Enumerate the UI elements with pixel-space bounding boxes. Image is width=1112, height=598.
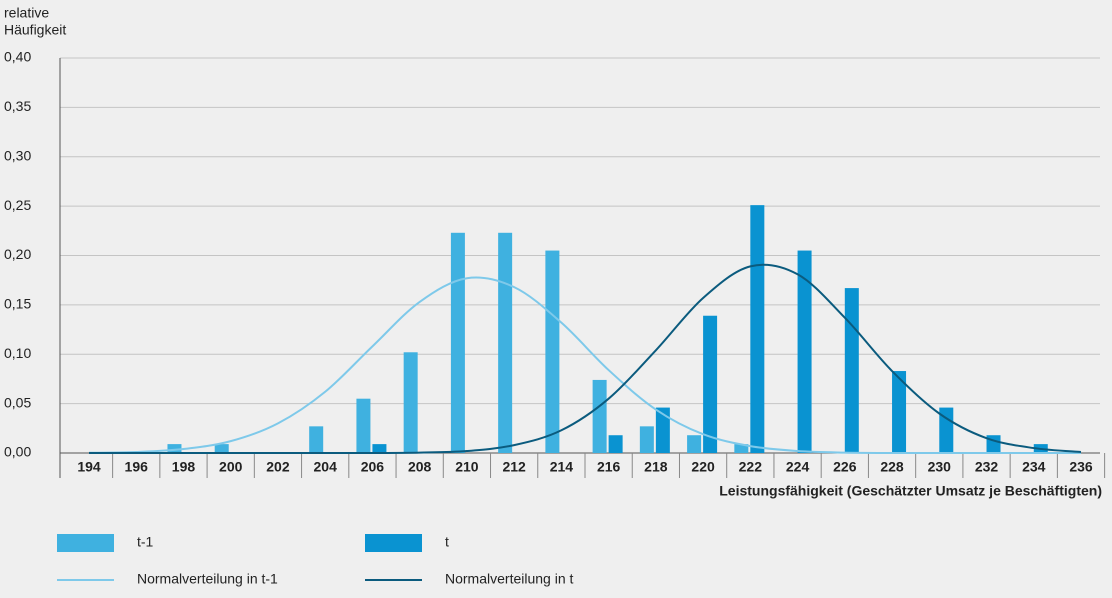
x-tick-label: 204 bbox=[314, 459, 338, 475]
x-tick-label: 206 bbox=[361, 459, 385, 475]
bar bbox=[703, 315, 718, 453]
x-tick-label: 226 bbox=[833, 459, 857, 475]
x-tick-label: 230 bbox=[928, 459, 952, 475]
y-tick-label: 0,05 bbox=[4, 394, 31, 410]
x-tick-label: 200 bbox=[219, 459, 243, 475]
bar bbox=[639, 426, 654, 453]
x-tick-label: 220 bbox=[691, 459, 715, 475]
bar bbox=[214, 444, 229, 453]
bar bbox=[167, 444, 182, 453]
x-tick-label: 208 bbox=[408, 459, 432, 475]
bar bbox=[892, 371, 907, 453]
y-tick-label: 0,10 bbox=[4, 345, 31, 361]
bar bbox=[608, 435, 623, 453]
bar bbox=[939, 407, 954, 453]
x-tick-label: 198 bbox=[172, 459, 196, 475]
y-tick-label: 0,35 bbox=[4, 98, 31, 114]
y-tick-label: 0,20 bbox=[4, 246, 31, 262]
x-tick-label: 196 bbox=[125, 459, 149, 475]
bar bbox=[844, 288, 859, 453]
bar bbox=[655, 407, 670, 453]
x-tick-label: 194 bbox=[77, 459, 101, 475]
x-tick-label: 216 bbox=[597, 459, 621, 475]
bar bbox=[545, 250, 560, 453]
x-axis-title: Leistungsfähigkeit (Geschätzter Umsatz j… bbox=[719, 483, 1102, 499]
y-tick-label: 0,00 bbox=[4, 444, 31, 460]
x-tick-label: 214 bbox=[550, 459, 574, 475]
legend-label: t-1 bbox=[137, 534, 154, 550]
curve bbox=[89, 263, 1082, 455]
bar bbox=[750, 205, 765, 453]
bar bbox=[403, 352, 418, 453]
bar bbox=[309, 426, 324, 453]
bar bbox=[356, 398, 371, 453]
bar bbox=[498, 232, 513, 453]
x-tick-label: 236 bbox=[1069, 459, 1093, 475]
bar bbox=[734, 444, 749, 453]
y-axis-title: relative bbox=[4, 5, 49, 21]
curve bbox=[88, 276, 1081, 455]
legend-swatch bbox=[57, 534, 114, 552]
x-tick-label: 228 bbox=[880, 459, 904, 475]
x-tick-label: 218 bbox=[644, 459, 668, 475]
bar bbox=[797, 250, 812, 453]
legend-label: t bbox=[445, 534, 449, 550]
bar bbox=[450, 232, 465, 453]
legend-label: Normalverteilung in t-1 bbox=[137, 571, 278, 587]
y-axis-title: Häufigkeit bbox=[4, 22, 66, 38]
bar bbox=[687, 435, 702, 453]
x-tick-label: 212 bbox=[502, 459, 526, 475]
x-tick-label: 222 bbox=[739, 459, 763, 475]
legend-swatch bbox=[365, 534, 422, 552]
y-tick-label: 0,30 bbox=[4, 147, 31, 163]
x-tick-label: 234 bbox=[1022, 459, 1046, 475]
bar bbox=[592, 379, 607, 453]
legend-label: Normalverteilung in t bbox=[445, 571, 573, 587]
bar bbox=[372, 444, 387, 453]
x-tick-label: 210 bbox=[455, 459, 479, 475]
y-tick-label: 0,15 bbox=[4, 296, 31, 312]
x-tick-label: 232 bbox=[975, 459, 999, 475]
x-tick-label: 224 bbox=[786, 459, 810, 475]
y-tick-label: 0,25 bbox=[4, 197, 31, 213]
y-tick-label: 0,40 bbox=[4, 49, 31, 65]
x-tick-label: 202 bbox=[266, 459, 290, 475]
